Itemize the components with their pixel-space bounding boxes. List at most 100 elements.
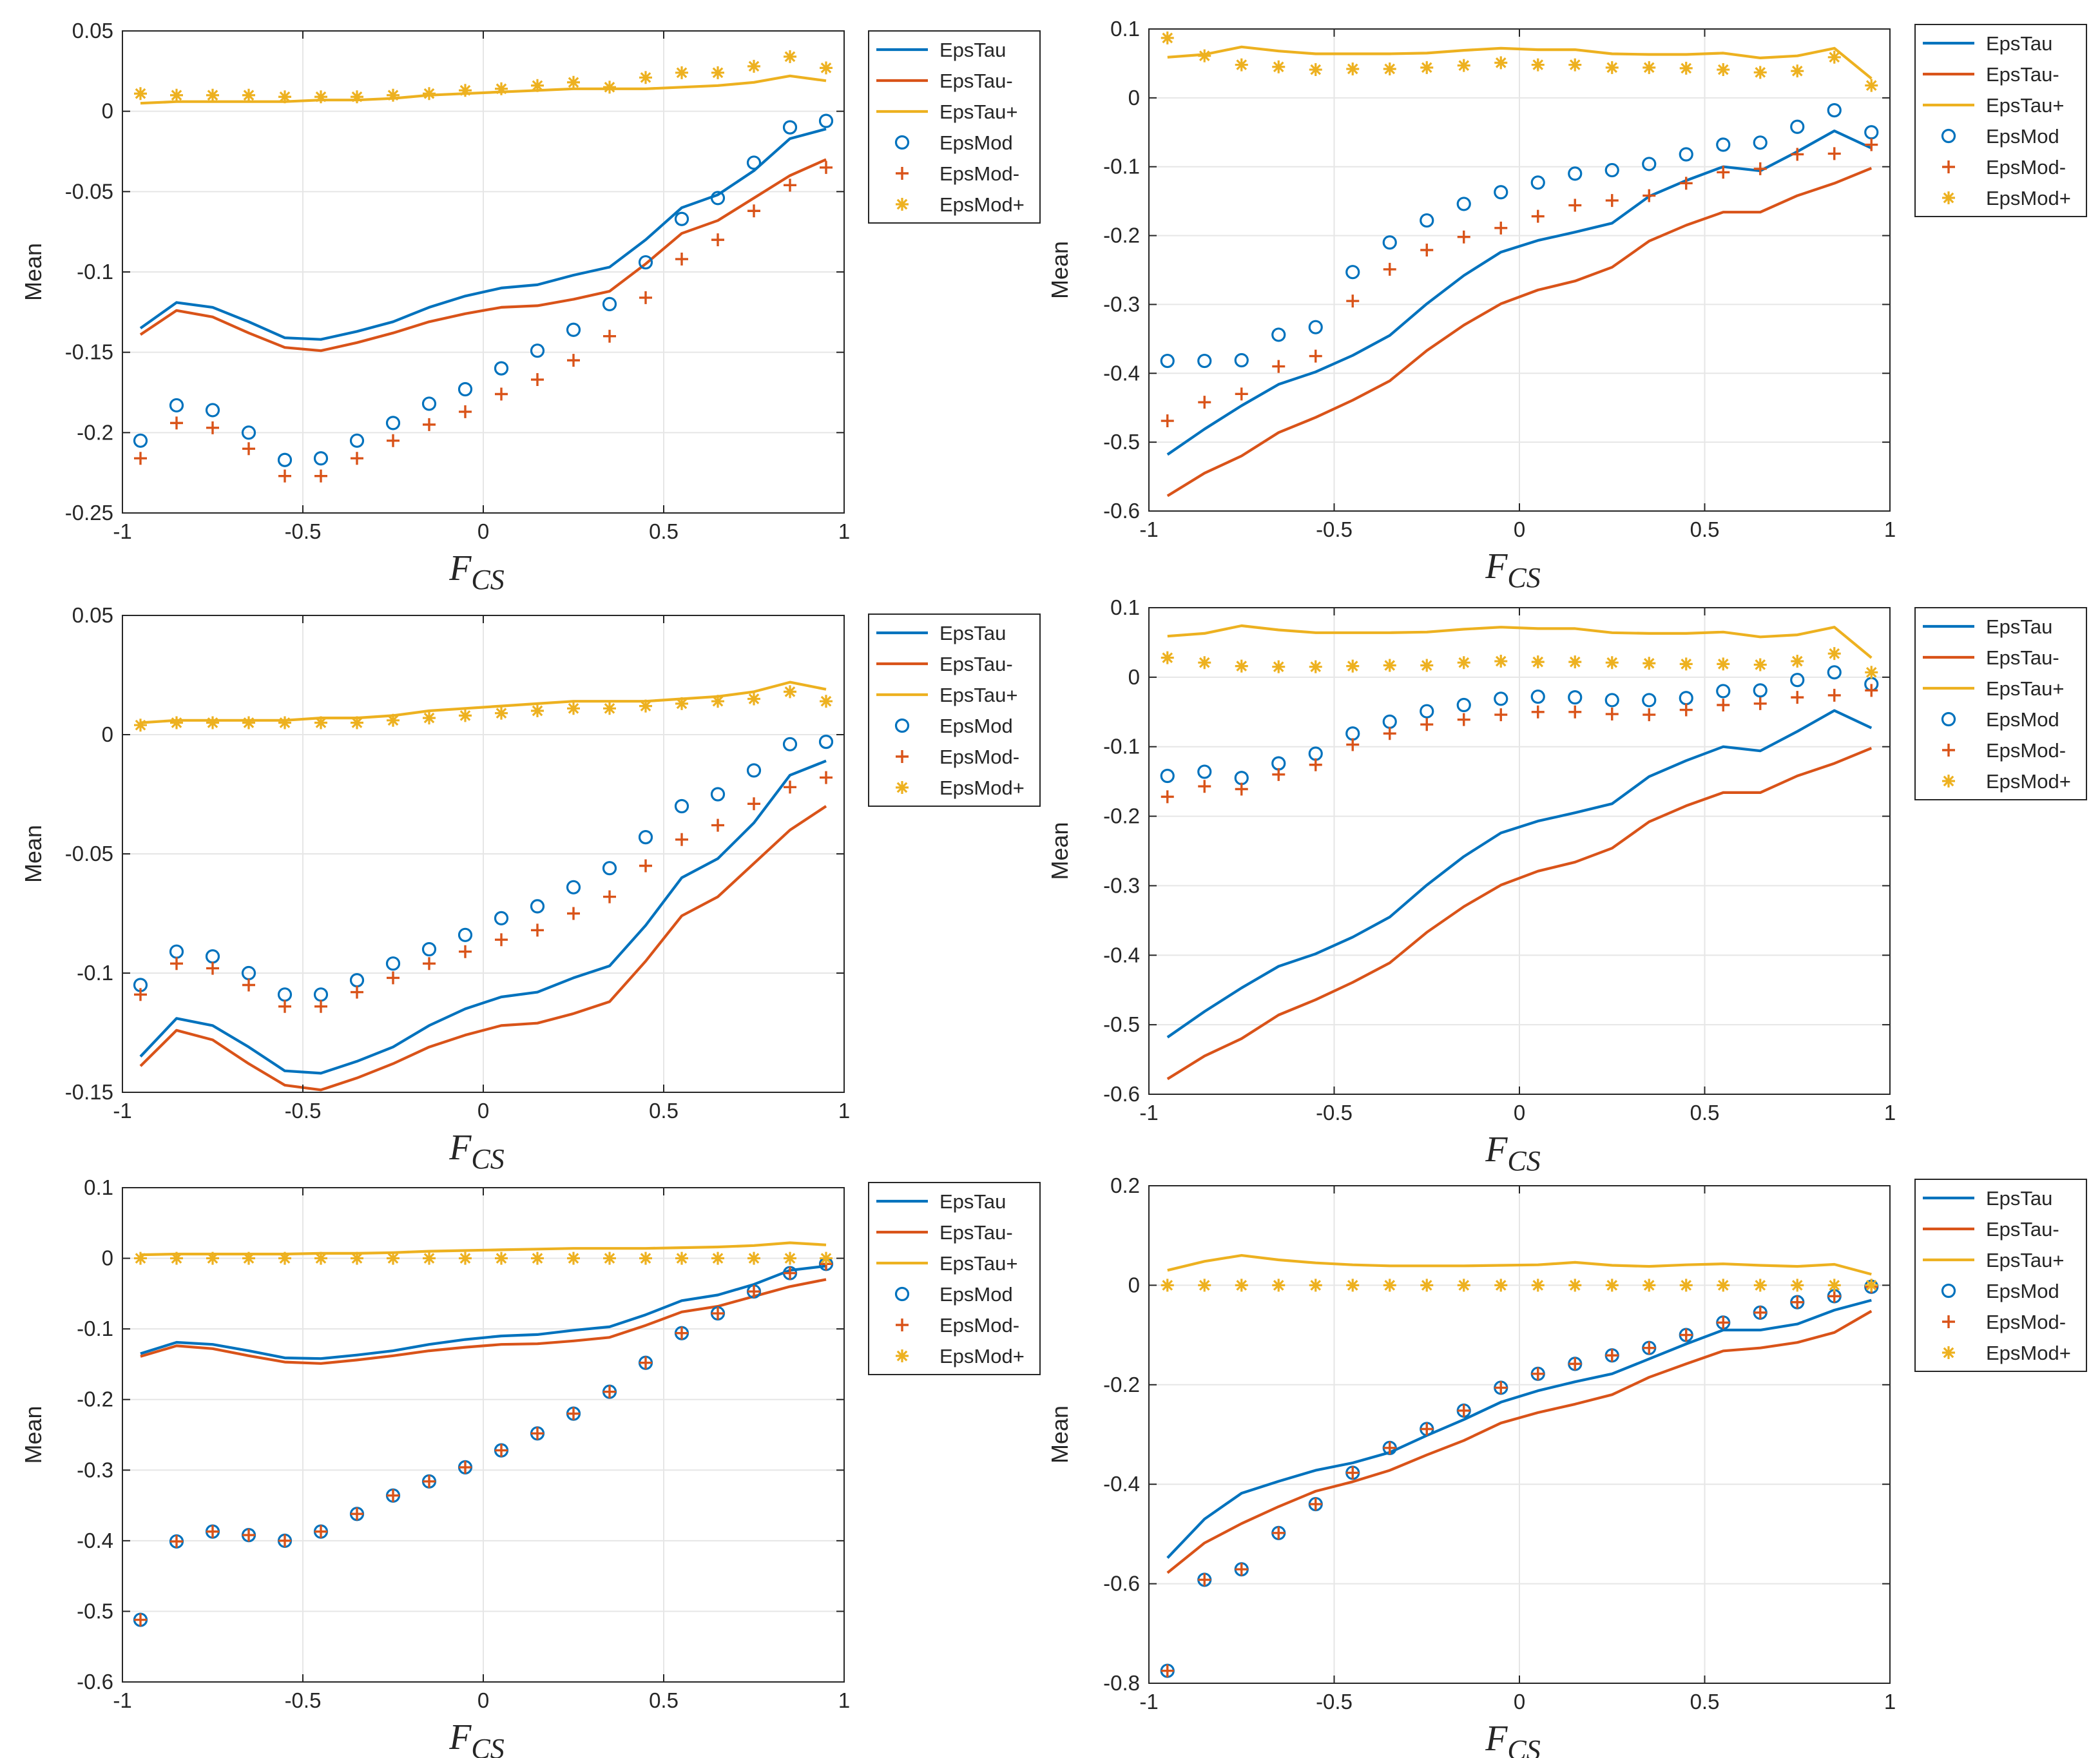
data-point-epsmod-minus bbox=[387, 1489, 400, 1502]
data-point-epsmod-minus bbox=[675, 253, 688, 266]
data-point-epsmod-minus bbox=[603, 329, 616, 343]
data-point-epsmod-minus bbox=[1791, 691, 1804, 704]
data-point-epsmod-minus bbox=[784, 179, 796, 192]
data-point-epsmod-minus bbox=[423, 957, 436, 971]
data-point-epsmod-minus bbox=[170, 416, 183, 430]
series-epsmod-minus bbox=[1161, 1280, 1878, 1677]
y-tick-label: -0.1 bbox=[1103, 155, 1140, 179]
data-point-epsmod bbox=[1790, 119, 1805, 134]
data-point-epsmod-minus bbox=[423, 418, 436, 431]
legend-label: EpsMod- bbox=[939, 1314, 1019, 1337]
legend-item-epsmod-plus: EpsMod+ bbox=[1942, 187, 2071, 209]
legend-item-epstau-minus: EpsTau- bbox=[876, 1221, 1013, 1244]
y-tick-label: -0.1 bbox=[1103, 735, 1140, 758]
legend-swatch bbox=[1942, 1346, 1955, 1359]
data-point-epsmod-minus bbox=[1494, 221, 1508, 235]
legend-box bbox=[1914, 24, 2087, 217]
data-point-epsmod-plus bbox=[531, 79, 544, 92]
data-point-epsmod bbox=[1604, 162, 1619, 178]
legend: EpsTau EpsTau- EpsTau+ EpsMod EpsMod- EpsMod+ bbox=[1914, 607, 2087, 800]
data-layer bbox=[133, 681, 834, 1092]
data-point-epsmod-plus bbox=[1420, 1279, 1434, 1292]
data-point-epsmod-plus bbox=[567, 702, 580, 715]
series-epstau-minus bbox=[1166, 166, 1873, 497]
data-point-epsmod bbox=[674, 798, 689, 814]
data-point-epsmod bbox=[1197, 764, 1212, 779]
data-point-epsmod-minus bbox=[784, 1266, 796, 1280]
data-point-epsmod-minus bbox=[1383, 262, 1396, 276]
data-point-epsmod-minus bbox=[1346, 738, 1360, 751]
y-tick-label: 0.1 bbox=[1110, 17, 1140, 41]
data-point-epsmod-plus bbox=[711, 66, 724, 79]
data-point-epsmod bbox=[1197, 353, 1212, 369]
legend-label: EpsMod+ bbox=[939, 777, 1025, 799]
legend: EpsTau EpsTau- EpsTau+ EpsMod EpsMod- EpsMod+ bbox=[1914, 24, 2087, 217]
data-point-epsmod bbox=[1827, 665, 1842, 680]
data-point-epsmod-minus bbox=[1198, 780, 1211, 793]
data-point-epsmod-plus bbox=[1420, 61, 1434, 74]
legend-item-epstau-plus: EpsTau+ bbox=[1923, 1249, 2065, 1271]
data-point-epsmod-minus bbox=[1753, 1306, 1767, 1319]
data-point-epsmod-plus bbox=[1679, 61, 1693, 75]
y-tick-label: 0 bbox=[1128, 1273, 1140, 1297]
data-point-epsmod-plus bbox=[531, 704, 544, 717]
data-point-epsmod-plus bbox=[423, 711, 436, 725]
data-point-epsmod bbox=[638, 255, 653, 270]
data-point-epsmod-plus bbox=[459, 709, 472, 722]
data-point-epsmod-minus bbox=[387, 434, 400, 447]
data-point-epsmod-plus bbox=[351, 90, 363, 104]
data-point-epsmod-plus bbox=[1791, 655, 1804, 668]
x-tick-label: -0.5 bbox=[285, 1688, 322, 1712]
data-point-epsmod bbox=[1420, 213, 1434, 228]
data-point-epsmod-minus bbox=[1605, 1349, 1619, 1362]
series-epsmod-minus bbox=[134, 1257, 833, 1627]
data-point-epsmod-plus bbox=[1346, 62, 1360, 75]
y-tick-label: -0.5 bbox=[77, 1599, 113, 1623]
legend-item-epsmod: EpsMod bbox=[894, 1283, 1013, 1306]
data-point-epsmod bbox=[133, 433, 148, 448]
x-tick-label: 0.5 bbox=[1690, 517, 1720, 541]
x-tick-label: -0.5 bbox=[285, 519, 322, 543]
legend-item-epsmod-plus: EpsMod+ bbox=[1942, 1342, 2071, 1364]
series-line-epstau-plus bbox=[1167, 624, 1873, 659]
data-point-epsmod-minus bbox=[1457, 1404, 1470, 1417]
legend-label: EpsTau+ bbox=[1986, 677, 2065, 700]
data-point-epsmod-minus bbox=[1827, 1290, 1841, 1303]
data-point-epsmod-minus bbox=[495, 933, 508, 947]
x-axis-label: FCS bbox=[1485, 1719, 1541, 1758]
chart-panel-top-left: -1 -0.5 0 0.5 1 -0.25 -0.2 -0.15 -0.1 -0.05 0 0.05 M… bbox=[0, 0, 1044, 595]
data-point-epsmod-plus bbox=[1161, 1279, 1174, 1292]
data-point-epsmod-minus bbox=[567, 354, 580, 367]
data-point-epsmod-plus bbox=[1568, 58, 1582, 72]
y-axis-label: Mean bbox=[20, 1405, 46, 1463]
data-point-epsmod-plus bbox=[1865, 79, 1878, 92]
series-line-epstau-minus bbox=[140, 1278, 827, 1365]
data-point-epsmod-plus bbox=[603, 702, 616, 715]
legend-item-epsmod-minus: EpsMod- bbox=[1942, 739, 2066, 762]
series-epstau bbox=[1166, 1299, 1872, 1559]
series-line-epstau-plus bbox=[1167, 1254, 1872, 1276]
data-point-epsmod-plus bbox=[387, 713, 400, 727]
data-point-epsmod-plus bbox=[1605, 61, 1619, 74]
legend-label: EpsMod bbox=[1986, 125, 2059, 148]
data-point-epsmod bbox=[1568, 166, 1583, 181]
x-tick-label: 0 bbox=[1514, 1101, 1525, 1125]
data-point-epsmod-plus bbox=[603, 81, 616, 94]
data-point-epsmod-minus bbox=[1198, 1573, 1211, 1587]
data-point-epsmod-plus bbox=[314, 716, 327, 729]
series-epstau bbox=[1166, 130, 1873, 456]
data-point-epsmod-minus bbox=[1865, 684, 1878, 697]
x-tick-label: -1 bbox=[113, 519, 131, 543]
data-point-epsmod-minus bbox=[1679, 177, 1693, 190]
axes: -1 -0.5 0 0.5 1 -0.6 -0.5 -0.4 -0.3 -0.2 -0.1 0 0.1 bbox=[1103, 595, 1896, 1125]
y-tick-label: 0 bbox=[1128, 665, 1140, 689]
legend-label: EpsMod bbox=[939, 715, 1013, 737]
data-point-epsmod-minus bbox=[567, 1407, 580, 1420]
data-point-epsmod-plus bbox=[567, 75, 580, 89]
chart-svg: -1 -0.5 0 0.5 1 -0.6 -0.5 -0.4 -0.3 -0.2 -0.1 0 0.1 M… bbox=[1046, 595, 2087, 1177]
x-tick-label: 1 bbox=[838, 1688, 850, 1712]
data-point-epsmod-minus bbox=[495, 1444, 508, 1457]
data-point-epsmod bbox=[530, 343, 545, 358]
legend-item-epstau-plus: EpsTau+ bbox=[1923, 677, 2065, 700]
data-point-epsmod-plus bbox=[747, 692, 760, 706]
